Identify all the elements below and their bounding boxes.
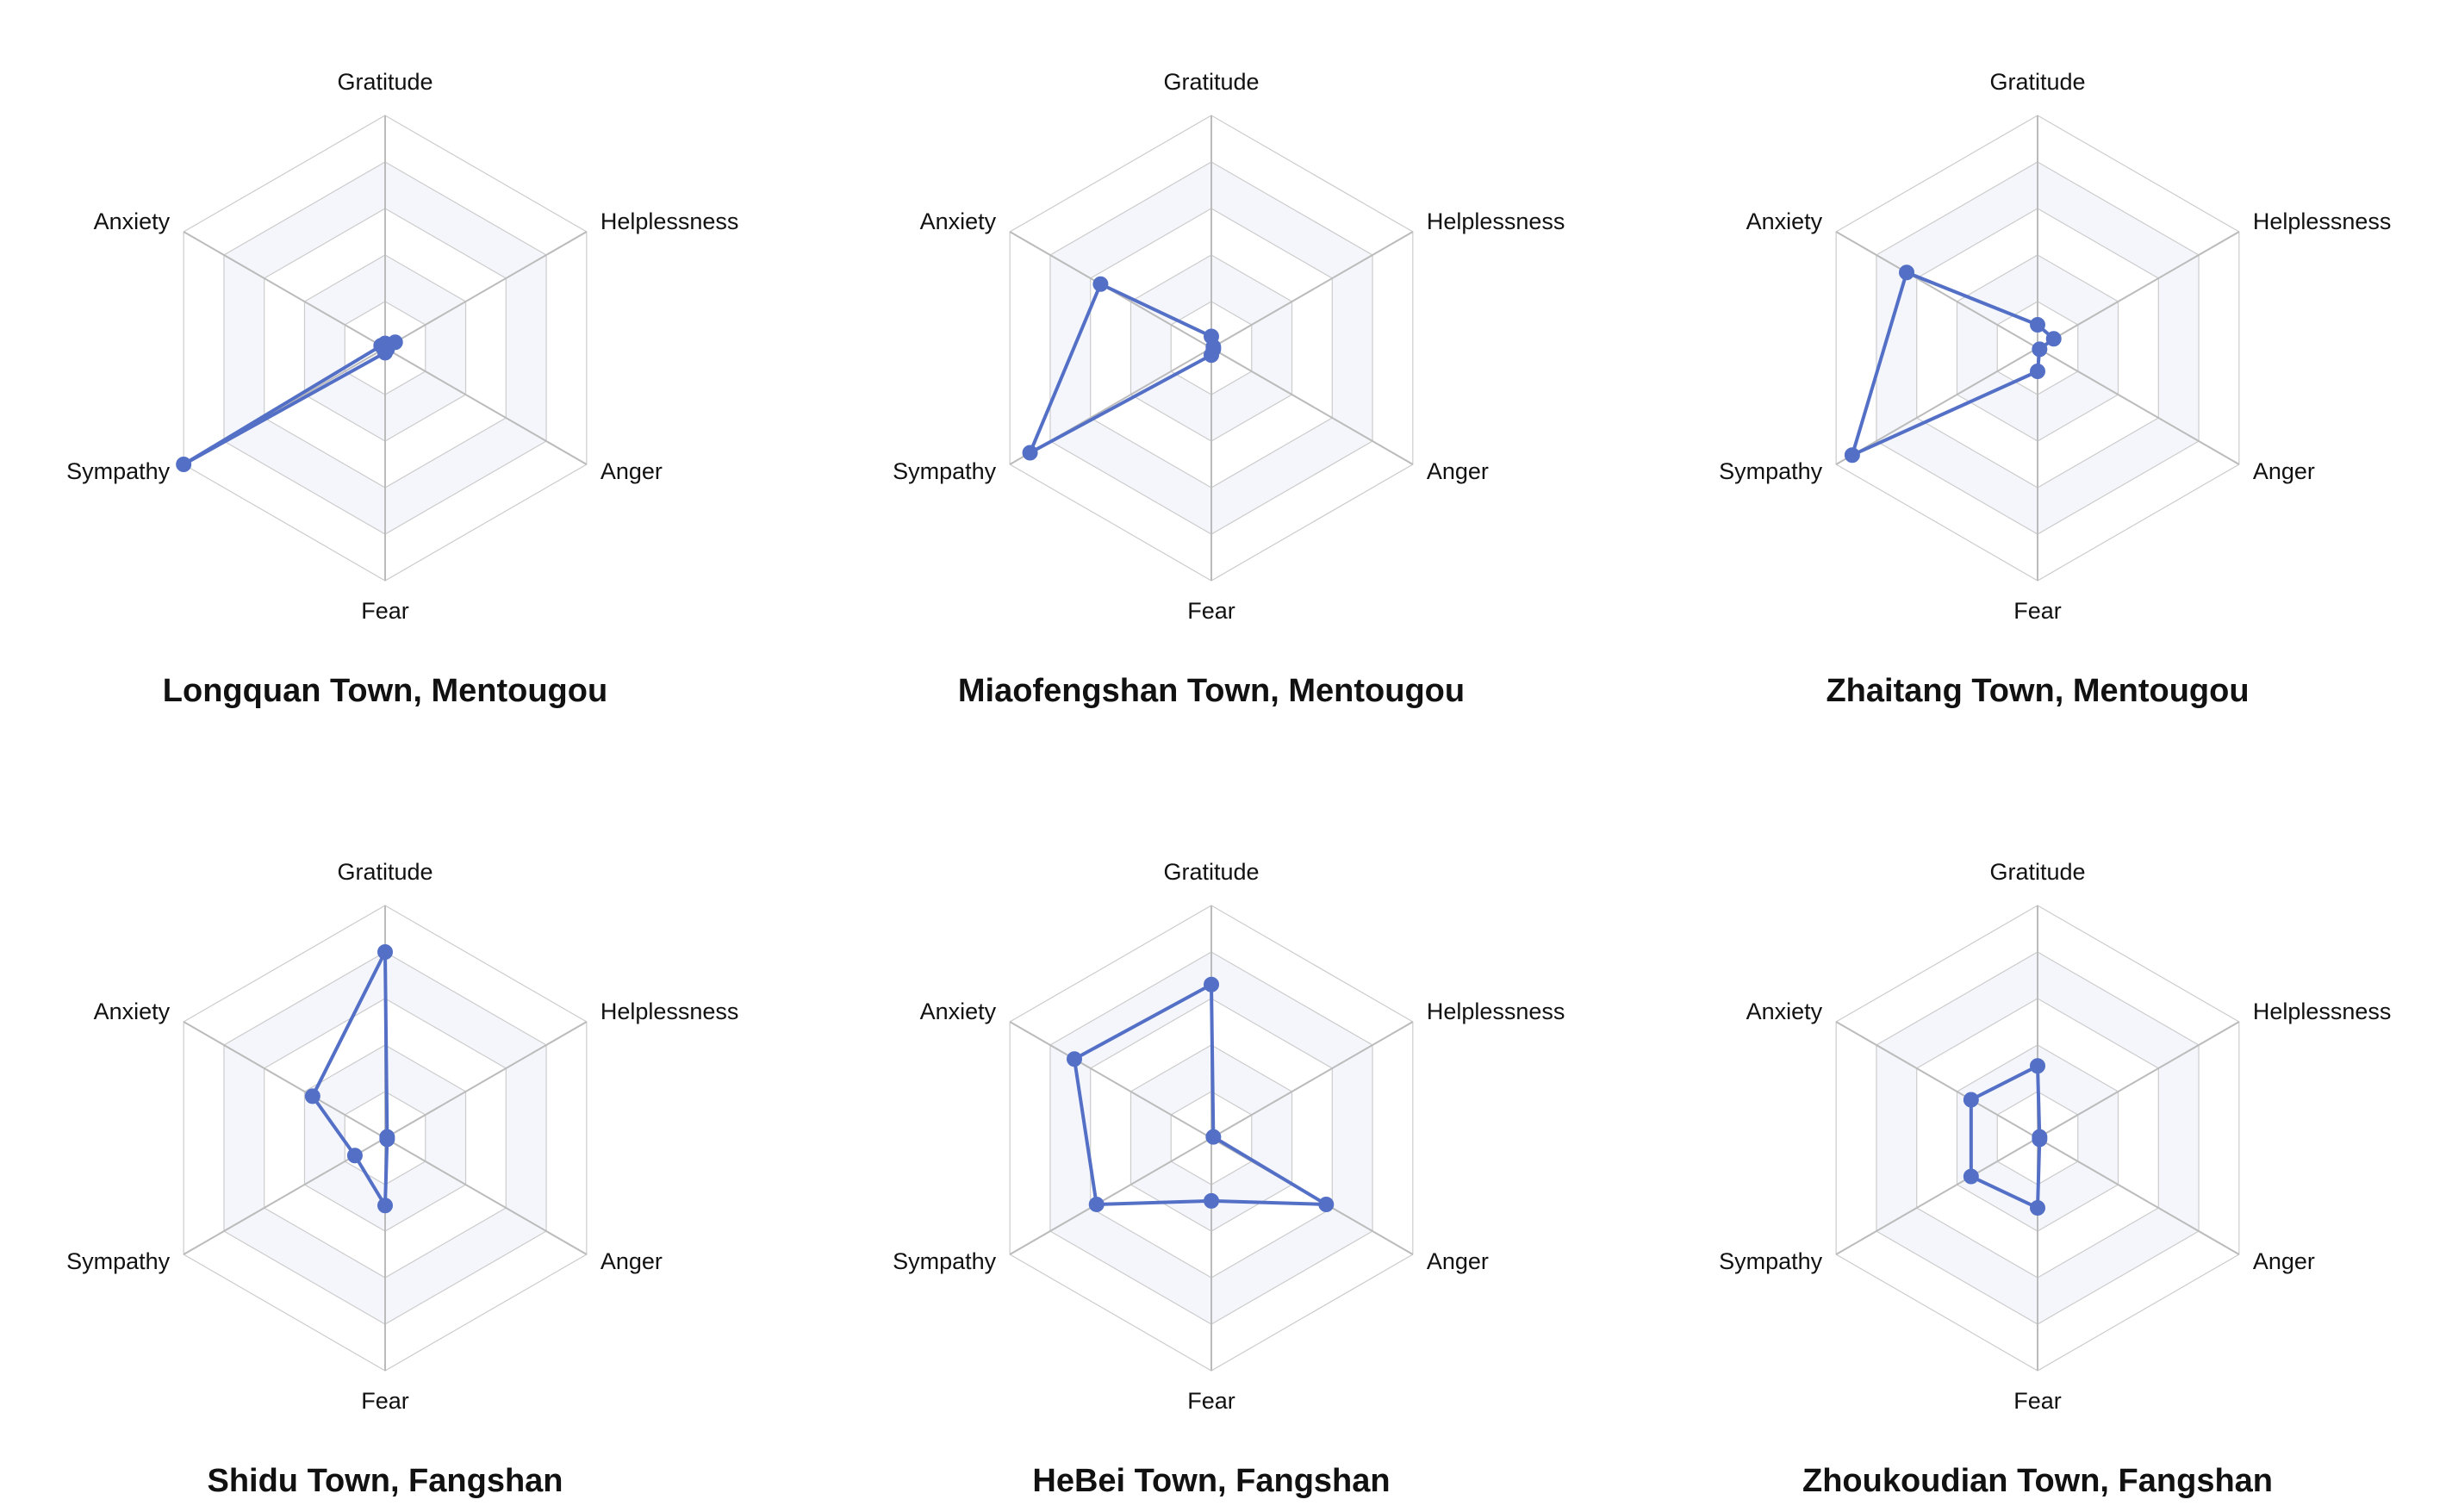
data-point-sympathy <box>176 457 192 472</box>
axis-label-helplessness: Helplessness <box>2253 999 2392 1024</box>
data-point-fear <box>2030 364 2045 379</box>
data-point-anxiety <box>373 338 389 354</box>
axis-label-sympathy: Sympathy <box>893 1248 997 1274</box>
axis-label-sympathy: Sympathy <box>1719 458 1823 484</box>
axis-spoke-helplessness <box>384 1021 588 1139</box>
axis-label-helplessness: Helplessness <box>1427 208 1565 234</box>
data-point-anger <box>1318 1196 1335 1212</box>
axis-label-sympathy: Sympathy <box>893 458 997 484</box>
radar-chart-1: Gratitude Helplessness Anger Fear Sympathy An… <box>66 69 738 709</box>
axis-label-anxiety: Anxiety <box>920 999 997 1024</box>
axis-label-helplessness: Helplessness <box>1427 999 1565 1024</box>
axis-label-gratitude: Gratitude <box>1989 69 2085 95</box>
axis-label-gratitude: Gratitude <box>1163 859 1259 885</box>
radar-chart-2: Gratitude Helplessness Anger Fear Sympathy An… <box>893 69 1565 709</box>
axis-label-helplessness: Helplessness <box>2253 208 2392 234</box>
axis-label-fear: Fear <box>361 598 409 624</box>
axis-label-fear: Fear <box>2013 1388 2062 1414</box>
axis-spoke-sympathy <box>1835 347 2038 465</box>
axis-label-gratitude: Gratitude <box>1163 69 1259 95</box>
axis-label-fear: Fear <box>2013 598 2062 624</box>
data-point-anger <box>2032 1131 2048 1148</box>
axis-label-helplessness: Helplessness <box>601 208 739 234</box>
axis-label-helplessness: Helplessness <box>601 999 739 1024</box>
data-point-sympathy <box>1963 1168 1979 1185</box>
axis-spoke-anxiety <box>1835 231 2038 349</box>
data-point-anger <box>379 1131 395 1148</box>
chart-title: Zhoukoudian Town, Fangshan <box>1802 1463 2273 1499</box>
axis-label-gratitude: Gratitude <box>337 69 433 95</box>
chart-title: Longquan Town, Mentougou <box>163 673 607 709</box>
axis-label-anger: Anger <box>2253 458 2315 484</box>
axis-spoke-anger <box>2037 1137 2240 1255</box>
axis-spoke-helplessness <box>2037 1021 2240 1139</box>
axis-label-sympathy: Sympathy <box>66 1248 171 1274</box>
axis-spoke-sympathy <box>1009 1137 1212 1255</box>
axis-label-fear: Fear <box>1187 598 1235 624</box>
data-point-sympathy <box>1844 447 1860 464</box>
axis-label-gratitude: Gratitude <box>337 859 433 885</box>
axis-label-anger: Anger <box>601 1248 663 1274</box>
axis-label-anger: Anger <box>1427 1248 1489 1274</box>
data-point-fear <box>377 1198 393 1214</box>
axis-spoke-anger <box>384 1137 588 1255</box>
axis-spoke-anxiety <box>183 231 386 349</box>
data-point-sympathy <box>346 1148 363 1164</box>
chart-title: Zhaitang Town, Mentougou <box>1826 673 2249 709</box>
axis-spoke-anger <box>1210 347 1414 465</box>
radar-chart-5: Gratitude Helplessness Anger Fear Sympathy An… <box>893 859 1565 1499</box>
data-point-helplessness <box>1205 1129 1222 1145</box>
data-point-sympathy <box>1022 445 1038 461</box>
data-point-gratitude <box>2030 1058 2045 1074</box>
chart-title: Miaofengshan Town, Mentougou <box>958 673 1465 709</box>
data-point-anxiety <box>1963 1092 1979 1108</box>
axis-spoke-anger <box>2037 347 2240 465</box>
data-point-anxiety <box>1899 264 1915 281</box>
axis-label-fear: Fear <box>1187 1388 1235 1414</box>
axis-spoke-sympathy <box>1835 1137 2038 1255</box>
axis-spoke-anxiety <box>1835 1021 2038 1139</box>
chart-title: HeBei Town, Fangshan <box>1032 1463 1390 1499</box>
data-point-fear <box>2030 1200 2045 1216</box>
axis-spoke-anxiety <box>183 1021 386 1139</box>
axis-label-anger: Anger <box>601 458 663 484</box>
radar-chart-6: Gratitude Helplessness Anger Fear Sympathy An… <box>1719 859 2391 1499</box>
axis-label-anxiety: Anxiety <box>1746 999 1823 1024</box>
axis-spoke-helplessness <box>2037 231 2240 349</box>
axis-label-anxiety: Anxiety <box>94 208 171 234</box>
axis-label-fear: Fear <box>361 1388 409 1414</box>
radar-chart-4: Gratitude Helplessness Anger Fear Sympathy An… <box>66 859 738 1499</box>
axis-label-anger: Anger <box>2253 1248 2315 1274</box>
axis-spoke-helplessness <box>1210 1021 1414 1139</box>
data-point-gratitude <box>2030 317 2045 333</box>
data-point-helplessness <box>2045 331 2062 347</box>
data-point-fear <box>1204 1192 1219 1209</box>
radar-chart-3: Gratitude Helplessness Anger Fear Sympathy An… <box>1719 69 2391 709</box>
data-point-anger <box>2032 341 2048 358</box>
axis-label-anger: Anger <box>1427 458 1489 484</box>
chart-title: Shidu Town, Fangshan <box>207 1463 563 1499</box>
axis-spoke-helplessness <box>384 231 588 349</box>
axis-label-anxiety: Anxiety <box>94 999 171 1024</box>
data-point-anxiety <box>304 1088 321 1104</box>
axis-spoke-anger <box>384 347 588 465</box>
data-point-anxiety <box>1092 276 1109 292</box>
axis-spoke-anxiety <box>1009 1021 1212 1139</box>
axis-label-anxiety: Anxiety <box>1746 208 1823 234</box>
data-point-fear <box>1204 347 1219 364</box>
data-point-anxiety <box>1067 1051 1082 1067</box>
data-point-gratitude <box>377 944 393 960</box>
data-point-sympathy <box>1088 1196 1105 1212</box>
axis-spoke-helplessness <box>1210 231 1414 349</box>
data-point-gratitude <box>1204 976 1219 992</box>
axis-label-sympathy: Sympathy <box>66 458 171 484</box>
axis-label-sympathy: Sympathy <box>1719 1248 1823 1274</box>
axis-label-anxiety: Anxiety <box>920 208 997 234</box>
axis-label-gratitude: Gratitude <box>1989 859 2085 885</box>
